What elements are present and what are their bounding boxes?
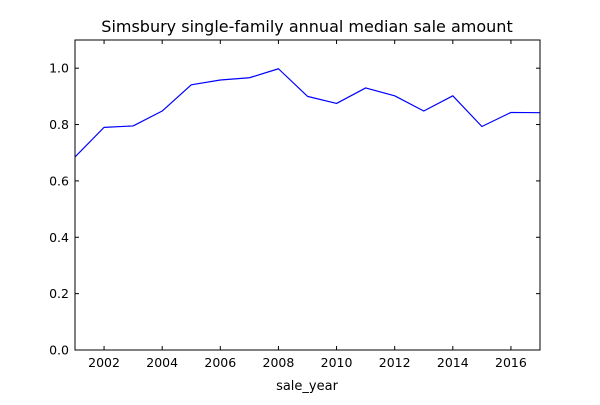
x-tick-label: 2014 bbox=[437, 355, 469, 370]
y-tick-label: 0.2 bbox=[49, 286, 69, 301]
series-line-0 bbox=[75, 68, 540, 158]
y-tick-label: 0.6 bbox=[49, 173, 69, 188]
x-axis-label: sale_year bbox=[276, 379, 339, 394]
x-tick-label: 2006 bbox=[204, 355, 236, 370]
x-tick-label: 2008 bbox=[263, 355, 295, 370]
y-tick-label: 0.0 bbox=[49, 343, 69, 358]
plot-area: 2002 2004 2006 2008 2010 2012 2014 2016 0.0 0.2 0.… bbox=[49, 39, 541, 370]
x-tick-label: 2012 bbox=[379, 355, 411, 370]
y-tick-label: 0.8 bbox=[49, 117, 69, 132]
y-tick-label: 1.0 bbox=[49, 61, 69, 76]
x-tick-label: 2002 bbox=[88, 355, 120, 370]
y-tick-label: 0.4 bbox=[49, 230, 69, 245]
chart-title: Simsbury single-family annual median sal… bbox=[101, 17, 512, 36]
x-tick-label: 2004 bbox=[146, 355, 178, 370]
plot-frame bbox=[74, 39, 541, 351]
x-tick-label: 2016 bbox=[495, 355, 527, 370]
x-tick-label: 2010 bbox=[321, 355, 353, 370]
